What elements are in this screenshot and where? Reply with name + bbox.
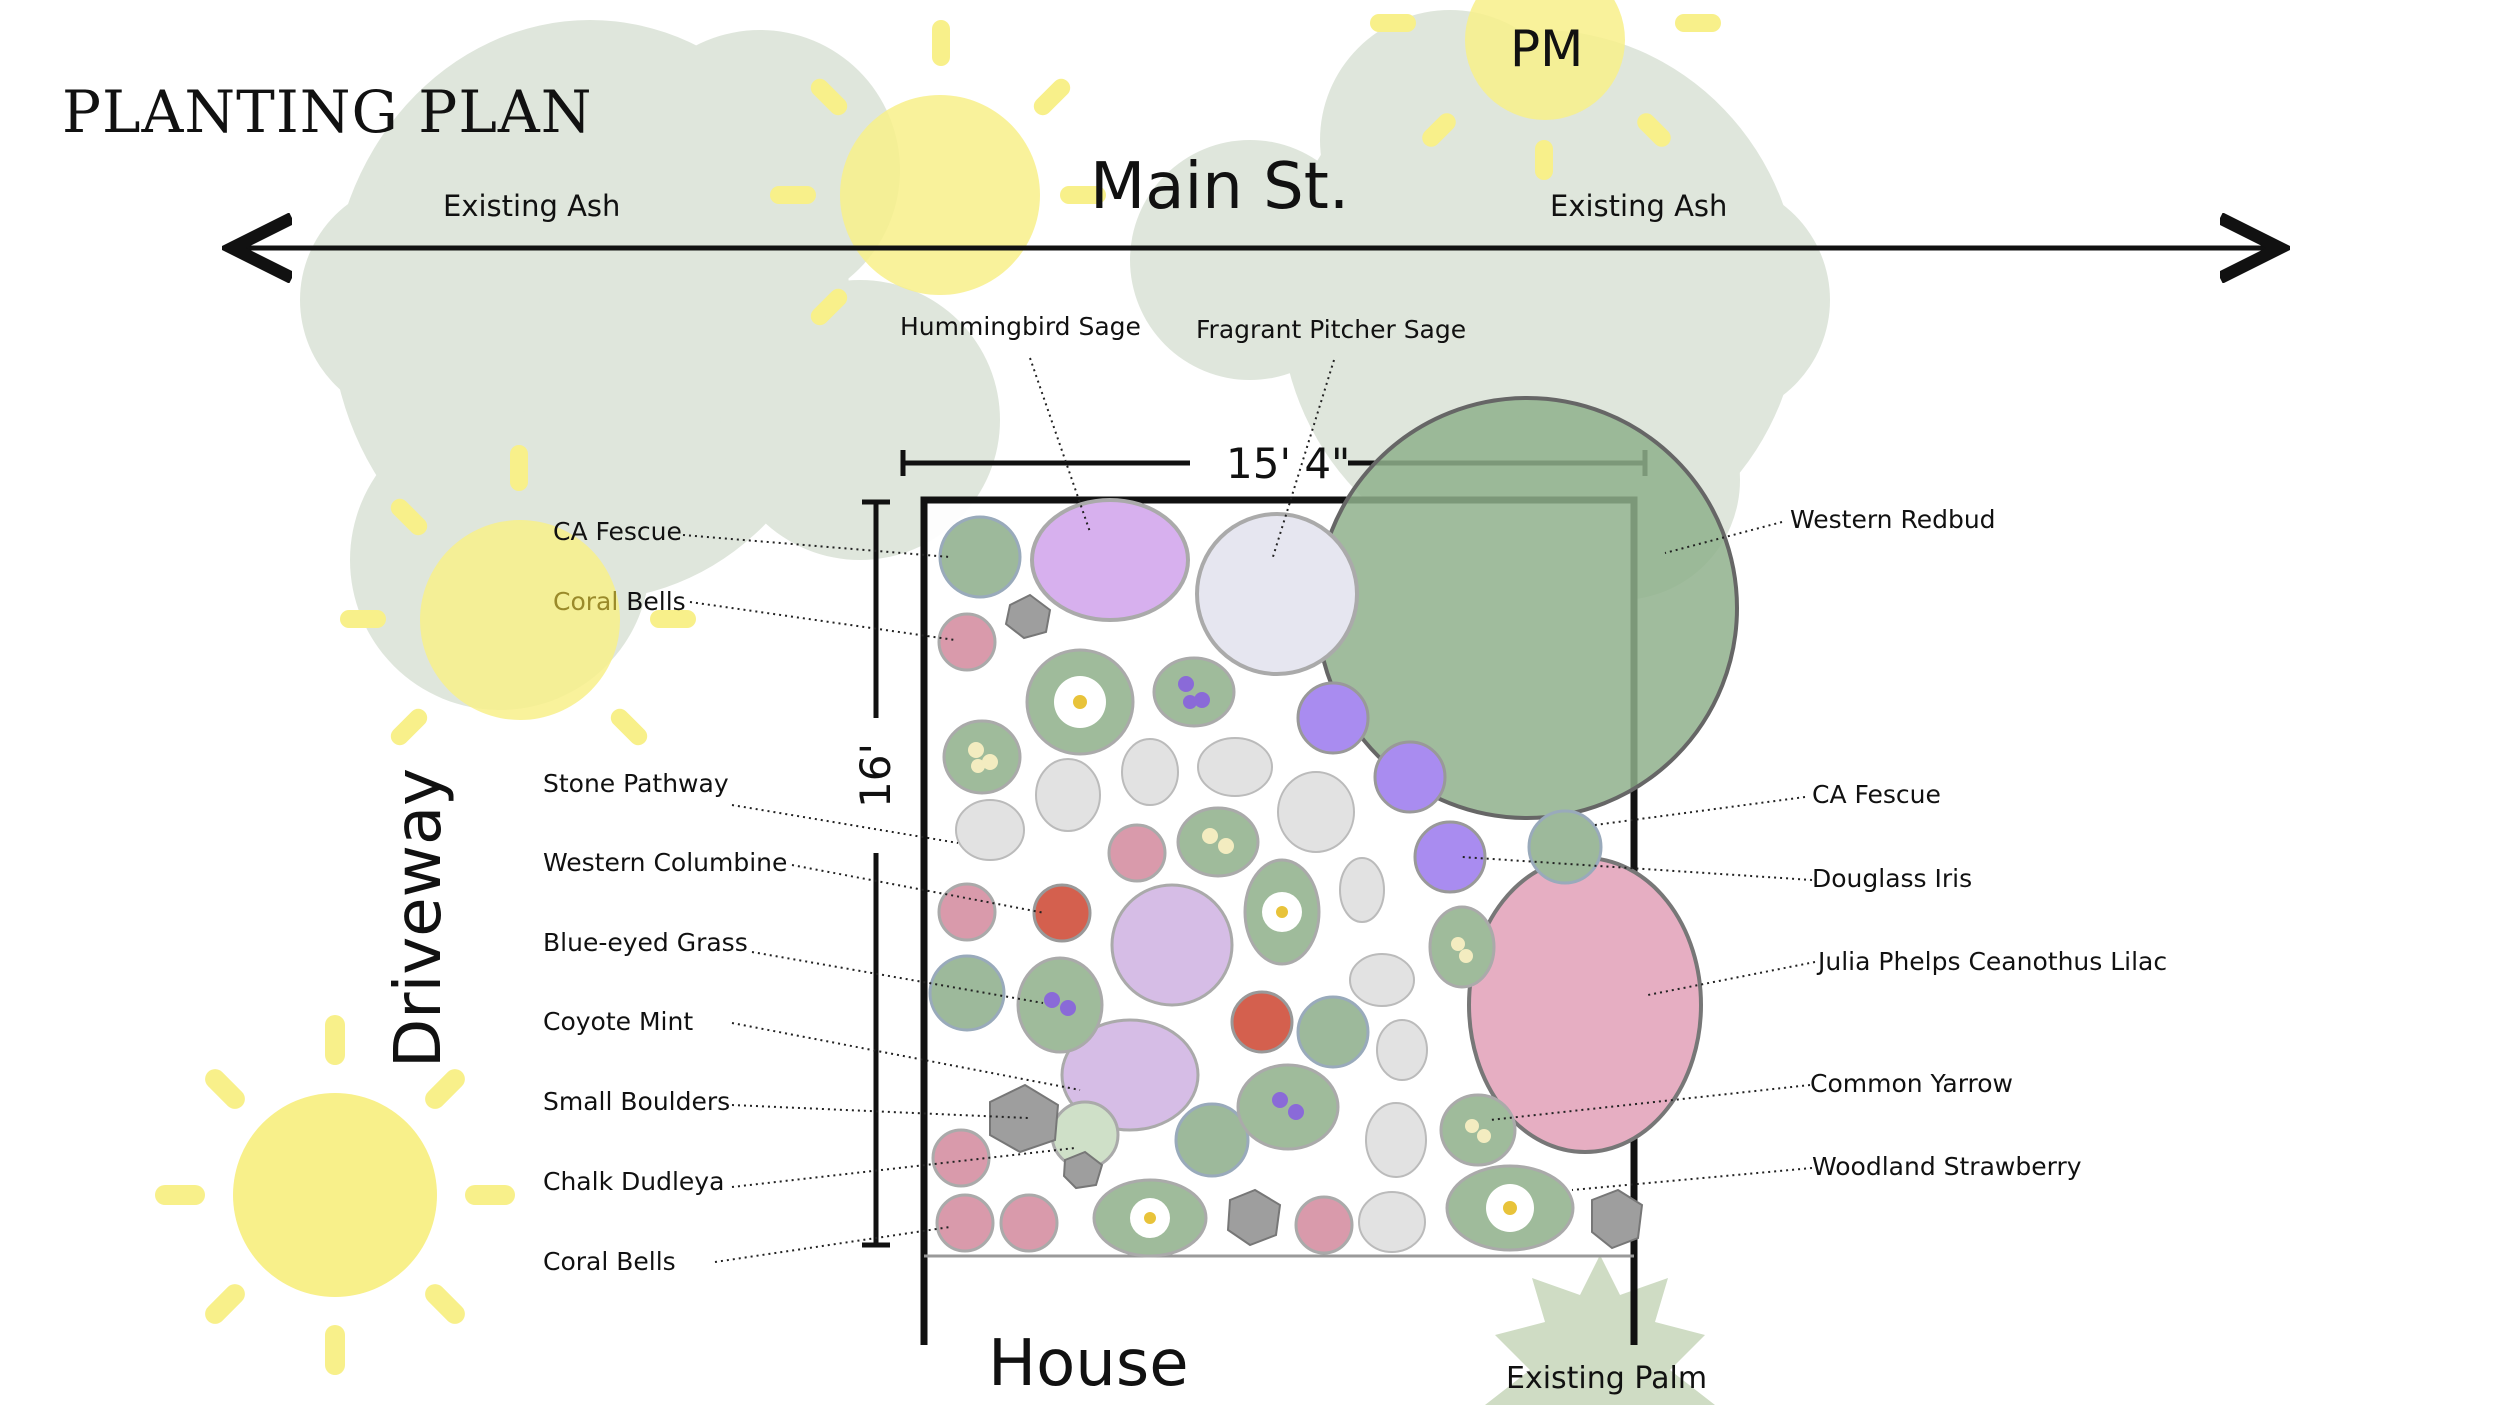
western-redbud: [1315, 396, 1739, 820]
stepping-stones: [955, 737, 1428, 1253]
label-stone-pathway: Stone Pathway: [543, 769, 729, 798]
iris-flower-cluster-2: [1236, 1063, 1340, 1151]
label-small-boulders: Small Boulders: [543, 1087, 730, 1116]
page-title: PLANTING PLAN: [62, 78, 592, 146]
flowering-leaf-plants: [942, 648, 1575, 1258]
small-boulders: [989, 593, 1644, 1250]
label-douglass-iris: Douglass Iris: [1812, 864, 1972, 893]
yarrow-cluster-1: [942, 719, 1022, 795]
label-coyote-mint: Coyote Mint: [543, 1007, 693, 1036]
matilija-poppy-1: [1025, 648, 1135, 756]
label-ca-fescue-right: CA Fescue: [1812, 780, 1941, 809]
label-western-columbine: Western Columbine: [543, 848, 787, 877]
blue-eyed-grass-cluster: [1016, 956, 1104, 1054]
woodland-strawberry-1: [1092, 1178, 1208, 1258]
yarrow-cluster-2: [1176, 806, 1260, 878]
ca-fescue-plants: [928, 515, 1603, 1178]
label-leaders: [682, 357, 1816, 1263]
label-julia-phelps-ceanothus-lilac: Julia Phelps Ceanothus Lilac: [1816, 947, 2167, 976]
depth-dimension: [862, 499, 890, 1248]
sun-pm-label: PM: [1510, 20, 1583, 78]
main-street-label: Main St.: [1090, 150, 1349, 224]
sun-pm: [1370, 0, 1721, 180]
western-columbine-plants: [1032, 883, 1294, 1054]
matilija-poppy-2: [1243, 858, 1321, 966]
label-blue-eyed-grass: Blue-eyed Grass: [543, 928, 748, 957]
label-common-yarrow: Common Yarrow: [1810, 1069, 2013, 1098]
label-fragrant-pitcher-sage: Fragrant Pitcher Sage: [1196, 315, 1466, 344]
label-western-redbud: Western Redbud: [1790, 505, 1996, 534]
douglass-iris-plants: [1296, 681, 1487, 894]
label-woodland-strawberry: Woodland Strawberry: [1812, 1152, 2082, 1181]
existing-ash-left-label: Existing Ash: [443, 189, 620, 223]
existing-palm-icon: [1485, 1255, 1715, 1405]
yarrow-cluster-4: [1439, 1093, 1517, 1167]
width-dimension-label: 15' 4": [1226, 439, 1350, 488]
existing-ash-right-label: Existing Ash: [1550, 189, 1727, 223]
coral-bells-plants: [931, 612, 1354, 1255]
label-coral-bells-top: Coral Bells: [553, 587, 686, 616]
house-label: House: [988, 1327, 1189, 1401]
woodland-strawberry-2: [1445, 1164, 1575, 1252]
fragrant-pitcher-sage: [1195, 512, 1359, 676]
sun-bottom-left: [155, 1015, 515, 1375]
depth-dimension-label: 16': [851, 743, 900, 808]
label-ca-fescue-left: CA Fescue: [553, 517, 682, 546]
label-chalk-dudleya: Chalk Dudleya: [543, 1167, 724, 1196]
label-coral-bells-bottom: Coral Bells: [543, 1247, 676, 1276]
label-hummingbird-sage: Hummingbird Sage: [900, 312, 1141, 341]
hummingbird-sage: [1030, 498, 1190, 622]
sun-left: [340, 445, 696, 746]
driveway-label: Driveway: [382, 768, 456, 1068]
existing-palm-label: Existing Palm: [1506, 1361, 1707, 1396]
iris-flower-cluster-1: [1152, 656, 1236, 728]
yarrow-cluster-3: [1428, 905, 1496, 989]
